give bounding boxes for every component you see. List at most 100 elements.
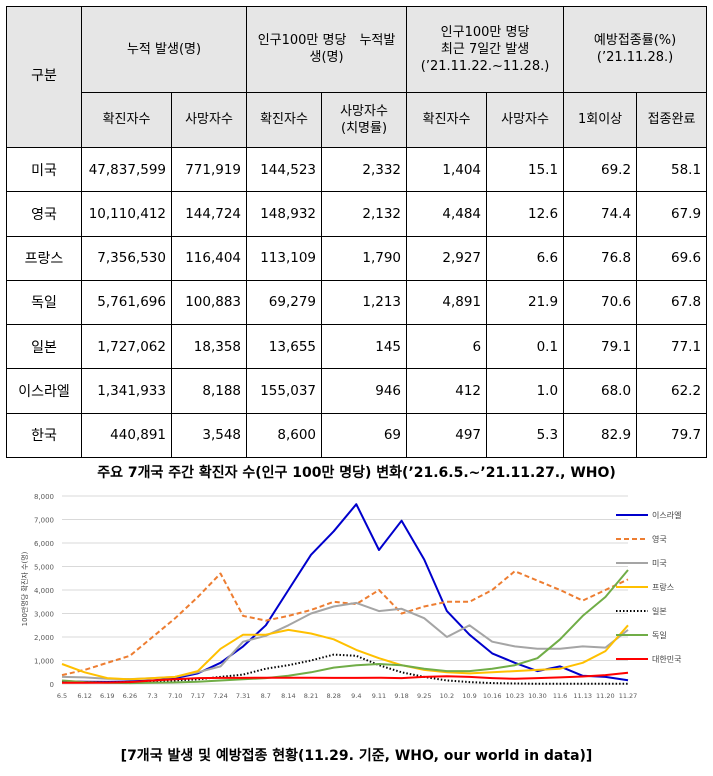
value-cell: 1,727,062 [81, 324, 172, 370]
table-row: 영국 10,110,412 144,724 148,932 2,132 4,484 12.6… [6, 191, 708, 237]
x-tick-label: 10.23 [505, 692, 524, 700]
value-cell: 69.2 [563, 146, 638, 193]
country-cell: 이스라엘 [6, 368, 82, 414]
value-cell: 1,213 [321, 279, 408, 326]
x-tick-label: 11.20 [596, 692, 615, 700]
x-tick-label: 8.14 [281, 692, 295, 700]
value-cell: 47,837,599 [81, 146, 172, 193]
subheader: 사망자수 (치명률) [321, 91, 408, 148]
value-cell: 12.6 [486, 191, 565, 237]
x-tick-label: 6.26 [123, 692, 137, 700]
subheader: 접종완료 [636, 91, 708, 148]
y-tick-label: 4,000 [34, 587, 54, 595]
group-header-recent-7days: 인구100만 명당 최근 7일간 발생 (’21.11.22.~11.28.) [406, 6, 565, 93]
value-cell: 18,358 [170, 324, 248, 370]
x-tick-label: 11.13 [573, 692, 592, 700]
x-tick-label: 8.28 [326, 692, 340, 700]
table-body: 미국 47,837,599 771,919 144,523 2,332 1,404 15.1… [6, 146, 708, 459]
legend-label: 이스라엘 [652, 510, 681, 520]
value-cell: 946 [321, 368, 408, 414]
table-row: 미국 47,837,599 771,919 144,523 2,332 1,404 15.1… [6, 146, 708, 193]
value-cell: 10,110,412 [81, 191, 172, 237]
table-row: 이스라엘 1,341,933 8,188 155,037 946 412 1.0 68.0 62… [6, 368, 708, 414]
country-cell: 프랑스 [6, 235, 82, 281]
value-cell: 2,132 [321, 191, 408, 237]
x-tick-label: 8.21 [304, 692, 318, 700]
footer-caption: [7개국 발생 및 예방접종 현황(11.29. 기준, WHO, our wo… [120, 748, 593, 764]
value-cell: 82.9 [563, 412, 638, 459]
y-tick-label: 2,000 [34, 634, 54, 642]
chart-series [61, 503, 629, 685]
value-cell: 5.3 [486, 412, 565, 459]
legend-label: 일본 [652, 607, 667, 616]
subheader: 사망자수 [486, 91, 565, 148]
series-line [62, 671, 629, 684]
value-cell: 21.9 [486, 279, 565, 326]
value-cell: 113,109 [246, 235, 323, 281]
value-cell: 1.0 [486, 368, 565, 414]
table-row: 한국 440,891 3,548 8,600 69 497 5.3 82.9 79.7 [6, 412, 708, 459]
y-axis-label: 100만명당 확진자 수(명) [20, 551, 29, 626]
value-cell: 69.6 [636, 235, 708, 281]
y-tick-label: 3,000 [34, 611, 54, 619]
x-tick-label: 9.4 [351, 692, 361, 700]
value-cell: 58.1 [636, 146, 708, 193]
y-tick-label: 6,000 [34, 540, 54, 548]
subheader: 확진자수 [81, 91, 172, 148]
x-tick-label: 10.16 [483, 692, 502, 700]
value-cell: 7,356,530 [81, 235, 172, 281]
legend-label: 대한민국 [652, 654, 681, 664]
value-cell: 497 [406, 412, 488, 459]
legend-label: 미국 [652, 559, 667, 568]
value-cell: 79.7 [636, 412, 708, 459]
value-cell: 6.6 [486, 235, 565, 281]
table-row: 일본 1,727,062 18,358 13,655 145 6 0.1 79.1 77.1 [6, 324, 708, 370]
header-row-sub: 확진자수 사망자수 확진자수 사망자수 (치명률) 확진자수 사망자수 1회이상… [7, 91, 708, 148]
x-tick-label: 8.7 [261, 692, 271, 700]
value-cell: 771,919 [170, 146, 248, 193]
group-header-vaccination: 예방접종률(%) (’21.11.28.) [563, 6, 708, 93]
country-cell: 독일 [6, 279, 82, 326]
covid-stats-table: 구분 누적 발생(명) 인구100만 명당 누적발생(명) 인구100만 명당 … [6, 6, 708, 459]
value-cell: 116,404 [170, 235, 248, 281]
x-axis-ticks: 6.5 6.12 6.19 6.26 7.3 7.10 7.17 7.24 7.31 8.7 8.1… [57, 692, 637, 700]
value-cell: 4,484 [406, 191, 488, 237]
value-cell: 4,891 [406, 279, 488, 326]
value-cell: 70.6 [563, 279, 638, 326]
y-tick-label: 5,000 [34, 564, 54, 572]
x-tick-label: 6.12 [77, 692, 91, 700]
x-tick-label: 10.2 [440, 692, 454, 700]
x-tick-label: 7.17 [191, 692, 205, 700]
x-tick-label: 10.9 [462, 692, 476, 700]
value-cell: 144,724 [170, 191, 248, 237]
value-cell: 69 [321, 412, 408, 459]
header-row-groups: 구분 누적 발생(명) 인구100만 명당 누적발생(명) 인구100만 명당 … [6, 6, 708, 148]
value-cell: 2,927 [406, 235, 488, 281]
x-tick-label: 7.24 [213, 692, 227, 700]
value-cell: 155,037 [246, 368, 323, 414]
x-tick-label: 10.30 [528, 692, 547, 700]
chart-grid [62, 495, 628, 685]
value-cell: 8,600 [246, 412, 323, 459]
value-cell: 148,932 [246, 191, 323, 237]
series-line [61, 624, 629, 681]
value-cell: 67.8 [636, 279, 708, 326]
x-tick-label: 7.3 [147, 692, 157, 700]
line-chart: 0 1,000 2,000 3,000 4,000 5,000 6,000 7,000 8,00… [20, 493, 681, 700]
value-cell: 440,891 [81, 412, 172, 459]
country-cell: 한국 [6, 412, 82, 459]
value-cell: 3,548 [170, 412, 248, 459]
value-cell: 8,188 [170, 368, 248, 414]
corner-header: 구분 [6, 6, 82, 148]
value-cell: 68.0 [563, 368, 638, 414]
subheader: 1회이상 [563, 91, 638, 148]
value-cell: 0.1 [486, 324, 565, 370]
value-cell: 1,790 [321, 235, 408, 281]
country-cell: 일본 [6, 324, 82, 370]
y-tick-label: 8,000 [34, 493, 54, 501]
value-cell: 76.8 [563, 235, 638, 281]
value-cell: 1,404 [406, 146, 488, 193]
value-cell: 145 [321, 324, 408, 370]
series-line [61, 570, 629, 677]
value-cell: 100,883 [170, 279, 248, 326]
